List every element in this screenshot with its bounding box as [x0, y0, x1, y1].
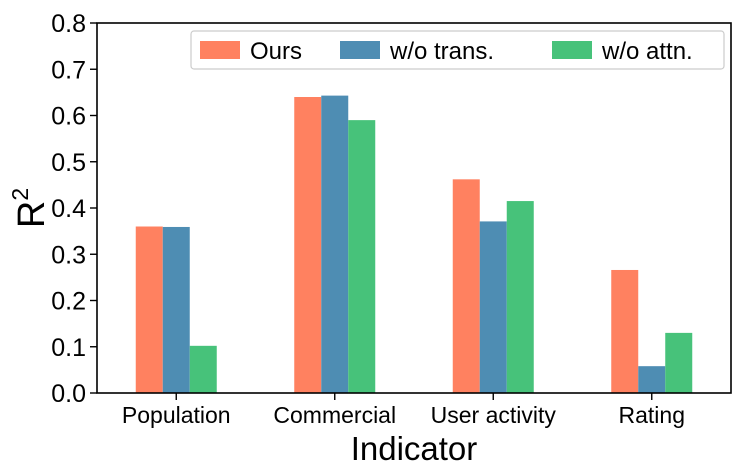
y-axis-title-base: R: [11, 201, 53, 228]
legend-swatch: [200, 41, 240, 59]
bar-ours-population: [135, 226, 163, 393]
y-tick-label: 0.5: [51, 149, 86, 177]
y-axis-title: R2: [7, 188, 53, 228]
legend-label: Ours: [250, 38, 302, 65]
y-tick-label: 0.6: [51, 103, 86, 131]
x-tick-label: Rating: [619, 402, 685, 428]
bar-ours-commercial: [294, 97, 322, 393]
legend-swatch: [552, 41, 592, 59]
x-tick-label: User activity: [431, 402, 557, 428]
legend: Ours w/o trans. w/o attn.: [190, 30, 725, 70]
y-tick-label: 0.2: [51, 288, 86, 316]
legend-swatch: [340, 41, 380, 59]
bar-w-o-trans--population: [162, 226, 190, 393]
y-axis-title-superscript: 2: [7, 188, 33, 201]
legend-label: w/o attn.: [601, 38, 693, 65]
bar-ours-rating: [611, 269, 639, 393]
y-tick-label: 0.3: [51, 241, 86, 269]
bars-group: [135, 95, 693, 394]
x-axis-title: Indicator: [351, 430, 478, 467]
x-tick-label: Population: [122, 402, 231, 428]
bar-w-o-attn--user-activity: [506, 201, 534, 393]
y-tick-label: 0.4: [51, 195, 86, 223]
y-tick-label: 0.1: [51, 334, 86, 362]
bar-w-o-trans--commercial: [321, 95, 349, 394]
bar-w-o-trans--rating: [638, 366, 666, 393]
y-tick-label: 0.0: [51, 380, 86, 408]
y-tick-label: 0.8: [51, 10, 86, 38]
x-axis-ticks: Population Commercial User activity Rating: [122, 393, 685, 428]
bar-w-o-attn--commercial: [348, 120, 376, 393]
y-axis-ticks: 0.0 0.1 0.2 0.3 0.4 0.5 0.6 0.7 0.8: [51, 10, 97, 408]
legend-box: [190, 30, 725, 70]
bar-w-o-attn--population: [189, 345, 217, 393]
y-tick-label: 0.7: [51, 56, 86, 84]
bar-ours-user-activity: [452, 179, 480, 393]
legend-label: w/o trans.: [389, 38, 494, 65]
x-tick-label: Commercial: [273, 402, 396, 428]
bar-w-o-trans--user-activity: [479, 221, 507, 393]
bar-w-o-attn--rating: [665, 332, 693, 393]
